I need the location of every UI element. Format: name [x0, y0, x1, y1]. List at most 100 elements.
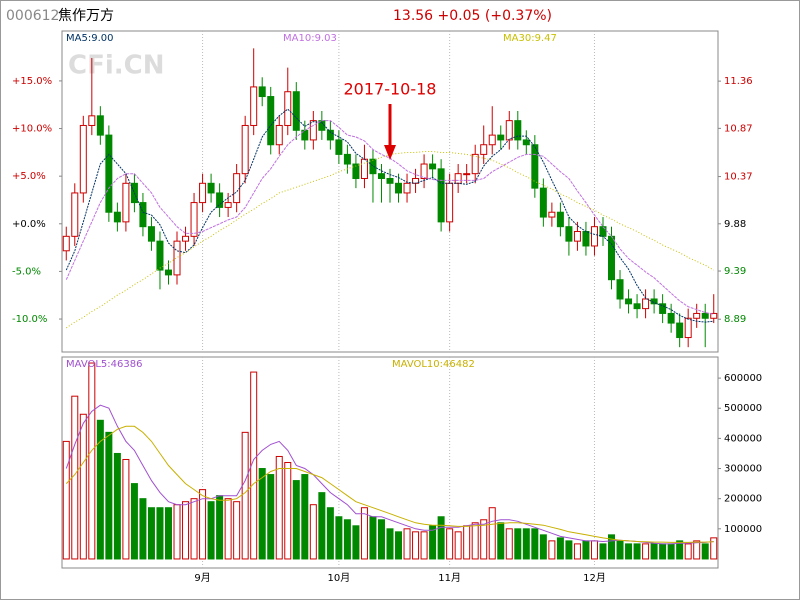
volume-bar — [105, 431, 113, 560]
candle-body — [497, 134, 505, 141]
x-tick-label: 9月 — [194, 572, 210, 584]
candle-body — [437, 168, 445, 223]
volume-bar — [488, 507, 496, 560]
volume-bar — [505, 528, 513, 560]
volume-bar — [335, 516, 343, 560]
volume-bar — [590, 540, 598, 560]
volume-bar — [539, 534, 547, 560]
volume-bar — [582, 540, 590, 560]
volume-bar — [88, 362, 96, 560]
candle-body — [565, 226, 573, 242]
y-tick-label: 8.89 — [724, 314, 746, 325]
volume-bar — [684, 543, 692, 560]
candle-body — [386, 177, 394, 184]
volume-bar — [676, 540, 684, 560]
volume-bar — [446, 528, 454, 560]
candle-body — [369, 158, 377, 175]
candle-body — [633, 303, 641, 310]
candle-body — [224, 202, 232, 208]
legend-label: MAVOL10:46482 — [392, 359, 475, 370]
candle-body — [377, 173, 385, 179]
volume-bar — [437, 516, 445, 560]
volume-bar — [182, 501, 190, 560]
y-tick-label: 11.36 — [724, 76, 753, 87]
volume-bar — [233, 501, 241, 560]
candle-body — [156, 240, 164, 271]
y-tick-label: 600000 — [724, 373, 762, 384]
volume-bar — [292, 480, 300, 560]
volume-bar — [301, 474, 309, 560]
watermark: CFi.CN — [68, 51, 164, 81]
candle-body — [548, 211, 556, 218]
candle-body — [173, 240, 181, 276]
candle-body — [429, 163, 437, 170]
stock-code: 000612 — [6, 8, 59, 24]
volume-bar — [326, 507, 334, 560]
volume-bar — [701, 543, 709, 560]
y-tick-label: 200000 — [724, 494, 762, 505]
volume-bar — [454, 531, 462, 560]
volume-bar — [386, 528, 394, 560]
candle-body — [573, 231, 581, 242]
volume-bar — [224, 498, 232, 560]
y-tick-label: 10.37 — [724, 172, 753, 183]
volume-bar — [309, 504, 317, 560]
volume-bar — [130, 483, 138, 560]
candle-body — [454, 173, 462, 184]
candle-body — [275, 124, 283, 146]
stock-name: 焦作万方 — [58, 8, 114, 24]
candle-body — [395, 182, 403, 194]
candle-body — [343, 153, 351, 165]
x-tick-label: 12月 — [583, 572, 606, 584]
candle-body — [659, 303, 667, 314]
candle-body — [250, 86, 258, 126]
volume-bar — [79, 413, 87, 560]
x-tick-label: 11月 — [438, 572, 461, 584]
candle-body — [403, 182, 411, 194]
volume-bar — [616, 540, 624, 560]
y-tick-label: 500000 — [724, 403, 762, 414]
candle-body — [164, 269, 172, 276]
candle-body — [182, 235, 190, 242]
y2-tick-label: -5.0% — [12, 266, 41, 277]
candle-body — [420, 163, 428, 179]
volume-bar — [275, 455, 283, 560]
y-tick-label: 400000 — [724, 433, 762, 444]
candle-body — [471, 153, 479, 175]
candle-body — [139, 202, 147, 228]
volume-bar — [173, 504, 181, 560]
candle-body — [96, 115, 104, 136]
candle-body — [667, 312, 675, 324]
volume-bar — [250, 371, 258, 560]
ma-line — [65, 425, 714, 543]
candle-body — [676, 322, 684, 339]
volume-bar — [642, 543, 650, 560]
volume-bar — [480, 519, 488, 560]
volume-bar — [164, 507, 172, 560]
y-tick-label: 300000 — [724, 464, 762, 475]
volume-bar — [352, 525, 360, 560]
volume-bar — [599, 543, 607, 560]
candle-body — [701, 312, 709, 319]
volume-bar — [429, 525, 437, 560]
legend-label: MA30:9.47 — [503, 33, 557, 44]
candle-body — [710, 312, 718, 319]
candle-body — [326, 129, 334, 141]
candle-body — [207, 182, 215, 194]
volume-bar — [412, 531, 420, 560]
volume-bar — [710, 537, 718, 560]
y2-tick-label: +10.0% — [12, 124, 52, 135]
volume-bar — [216, 495, 224, 560]
volume-bar — [573, 543, 581, 560]
candle-body — [684, 317, 692, 339]
candle-body — [88, 115, 96, 126]
candle-body — [693, 312, 701, 319]
candle-body — [258, 86, 266, 98]
candle-body — [625, 298, 633, 305]
candle-body — [122, 182, 130, 223]
volume-bar — [531, 528, 539, 560]
volume-bar — [156, 507, 164, 560]
volume-bar — [360, 507, 368, 560]
candle-body — [199, 182, 207, 204]
